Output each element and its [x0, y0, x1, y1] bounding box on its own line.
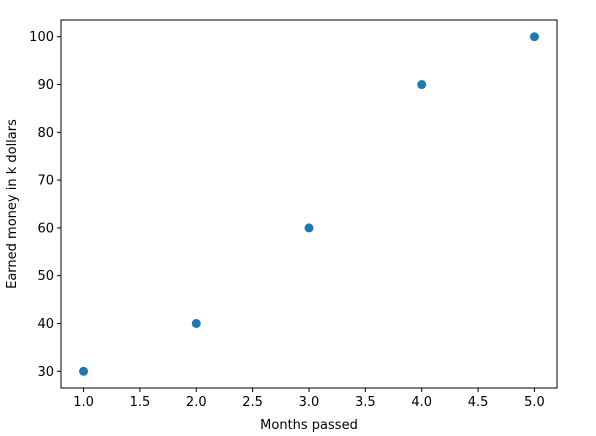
x-tick-label: 1.0: [73, 395, 94, 410]
x-tick-label: 4.0: [411, 395, 432, 410]
y-tick-label: 50: [37, 269, 54, 284]
plot-frame: [60, 19, 558, 389]
x-tick-label: 1.5: [130, 395, 151, 410]
x-tick-label: 2.5: [242, 395, 263, 410]
y-tick-label: 80: [37, 126, 54, 141]
y-axis-label: Earned money in k dollars: [5, 119, 20, 289]
plot-area: 1.0 1.5 2.0 2.5 3.0 3.5 4.0 4.5 5.0 30 40 50 60 70 80 9…: [29, 19, 558, 410]
data-point: [191, 318, 201, 328]
y-tick-label: 60: [37, 221, 54, 236]
y-tick-label: 40: [37, 317, 54, 332]
x-tick-label: 4.5: [468, 395, 489, 410]
data-point: [529, 32, 539, 42]
data-point: [417, 80, 427, 90]
x-tick-label: 5.0: [524, 395, 545, 410]
y-tick-label: 100: [29, 30, 54, 45]
y-tick-label: 70: [37, 174, 54, 189]
data-point: [304, 223, 314, 233]
y-tick-label: 30: [37, 365, 54, 380]
y-tick-label: 90: [37, 78, 54, 93]
x-tick-label: 2.0: [186, 395, 207, 410]
data-point: [79, 366, 89, 376]
x-axis-label: Months passed: [260, 418, 358, 433]
x-tick-label: 3.5: [355, 395, 376, 410]
x-tick-label: 3.0: [299, 395, 320, 410]
